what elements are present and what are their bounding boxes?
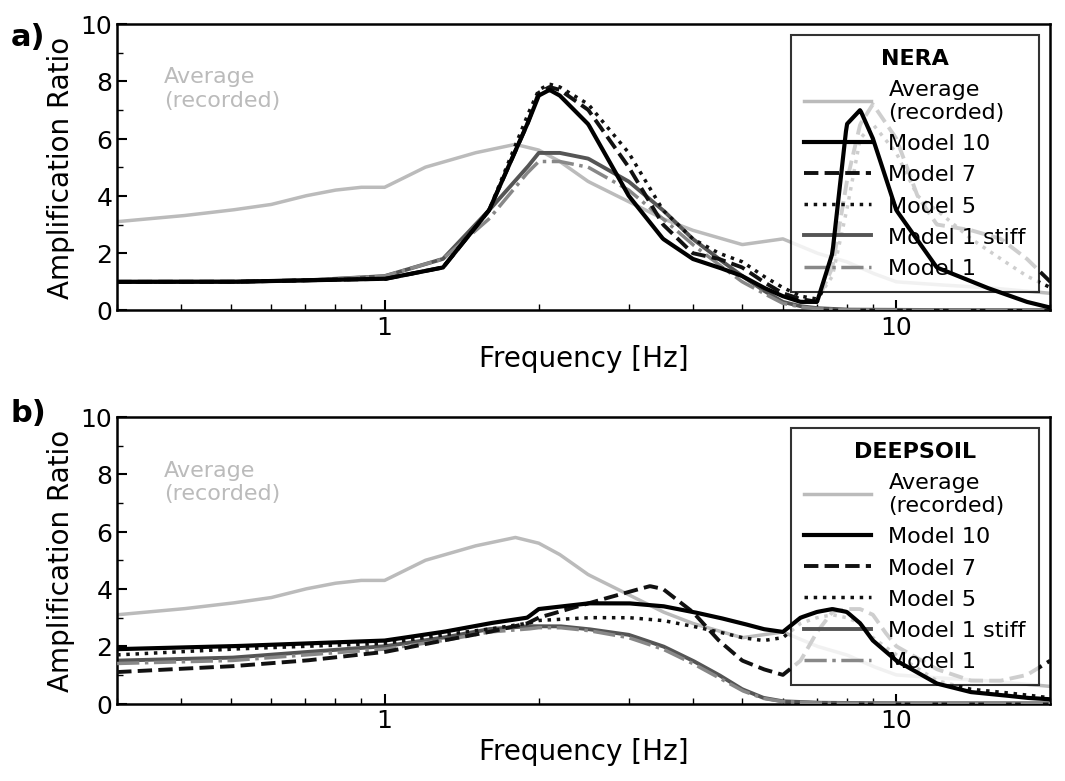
Text: Average
(recorded): Average (recorded)	[164, 67, 280, 111]
Y-axis label: Amplification Ratio: Amplification Ratio	[47, 37, 75, 298]
X-axis label: Frequency [Hz]: Frequency [Hz]	[479, 738, 688, 766]
Legend: Average
(recorded), Model 10, Model 7, Model 5, Model 1 stiff, Model 1: Average (recorded), Model 10, Model 7, M…	[790, 36, 1038, 292]
Text: b): b)	[11, 398, 47, 427]
X-axis label: Frequency [Hz]: Frequency [Hz]	[479, 345, 688, 373]
Text: a): a)	[11, 23, 45, 52]
Text: Average
(recorded): Average (recorded)	[164, 460, 280, 504]
Legend: Average
(recorded), Model 10, Model 7, Model 5, Model 1 stiff, Model 1: Average (recorded), Model 10, Model 7, M…	[790, 429, 1038, 685]
Y-axis label: Amplification Ratio: Amplification Ratio	[47, 430, 75, 691]
